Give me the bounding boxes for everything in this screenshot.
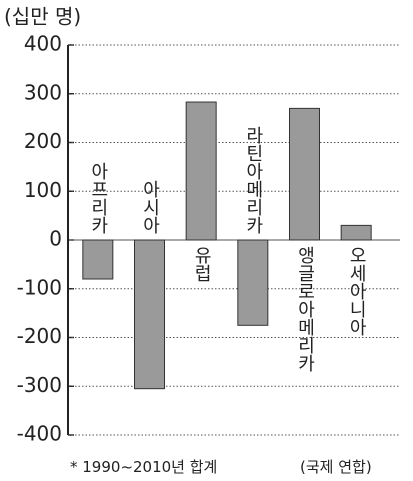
y-tick-label: -100 xyxy=(17,275,62,299)
y-tick-label: -300 xyxy=(17,373,62,397)
bar xyxy=(82,239,114,280)
bar xyxy=(185,101,217,241)
category-label: 오세아니아 xyxy=(346,246,368,336)
y-tick-label: -200 xyxy=(17,324,62,348)
y-tick-label: -400 xyxy=(17,422,62,446)
y-tick-label: 200 xyxy=(24,129,62,153)
category-label: 아시아 xyxy=(139,180,161,234)
y-tick-label: 100 xyxy=(24,178,62,202)
category-label: 아프리카 xyxy=(87,162,109,234)
category-label: 라틴아메리카 xyxy=(242,126,264,234)
bar xyxy=(134,239,165,390)
bar xyxy=(340,224,372,241)
y-axis-label: (십만 명) xyxy=(4,5,81,29)
footnote: * 1990~2010년 합계 xyxy=(70,458,218,476)
y-tick-label: 0 xyxy=(49,227,62,251)
category-label: 유럽 xyxy=(191,246,213,282)
bar xyxy=(237,239,269,326)
y-tick-label: 400 xyxy=(24,32,62,56)
bar xyxy=(289,107,320,241)
category-label: 앵글로아메리카 xyxy=(294,246,316,372)
source: (국제 연합) xyxy=(300,458,372,476)
y-tick-label: 300 xyxy=(24,80,62,104)
